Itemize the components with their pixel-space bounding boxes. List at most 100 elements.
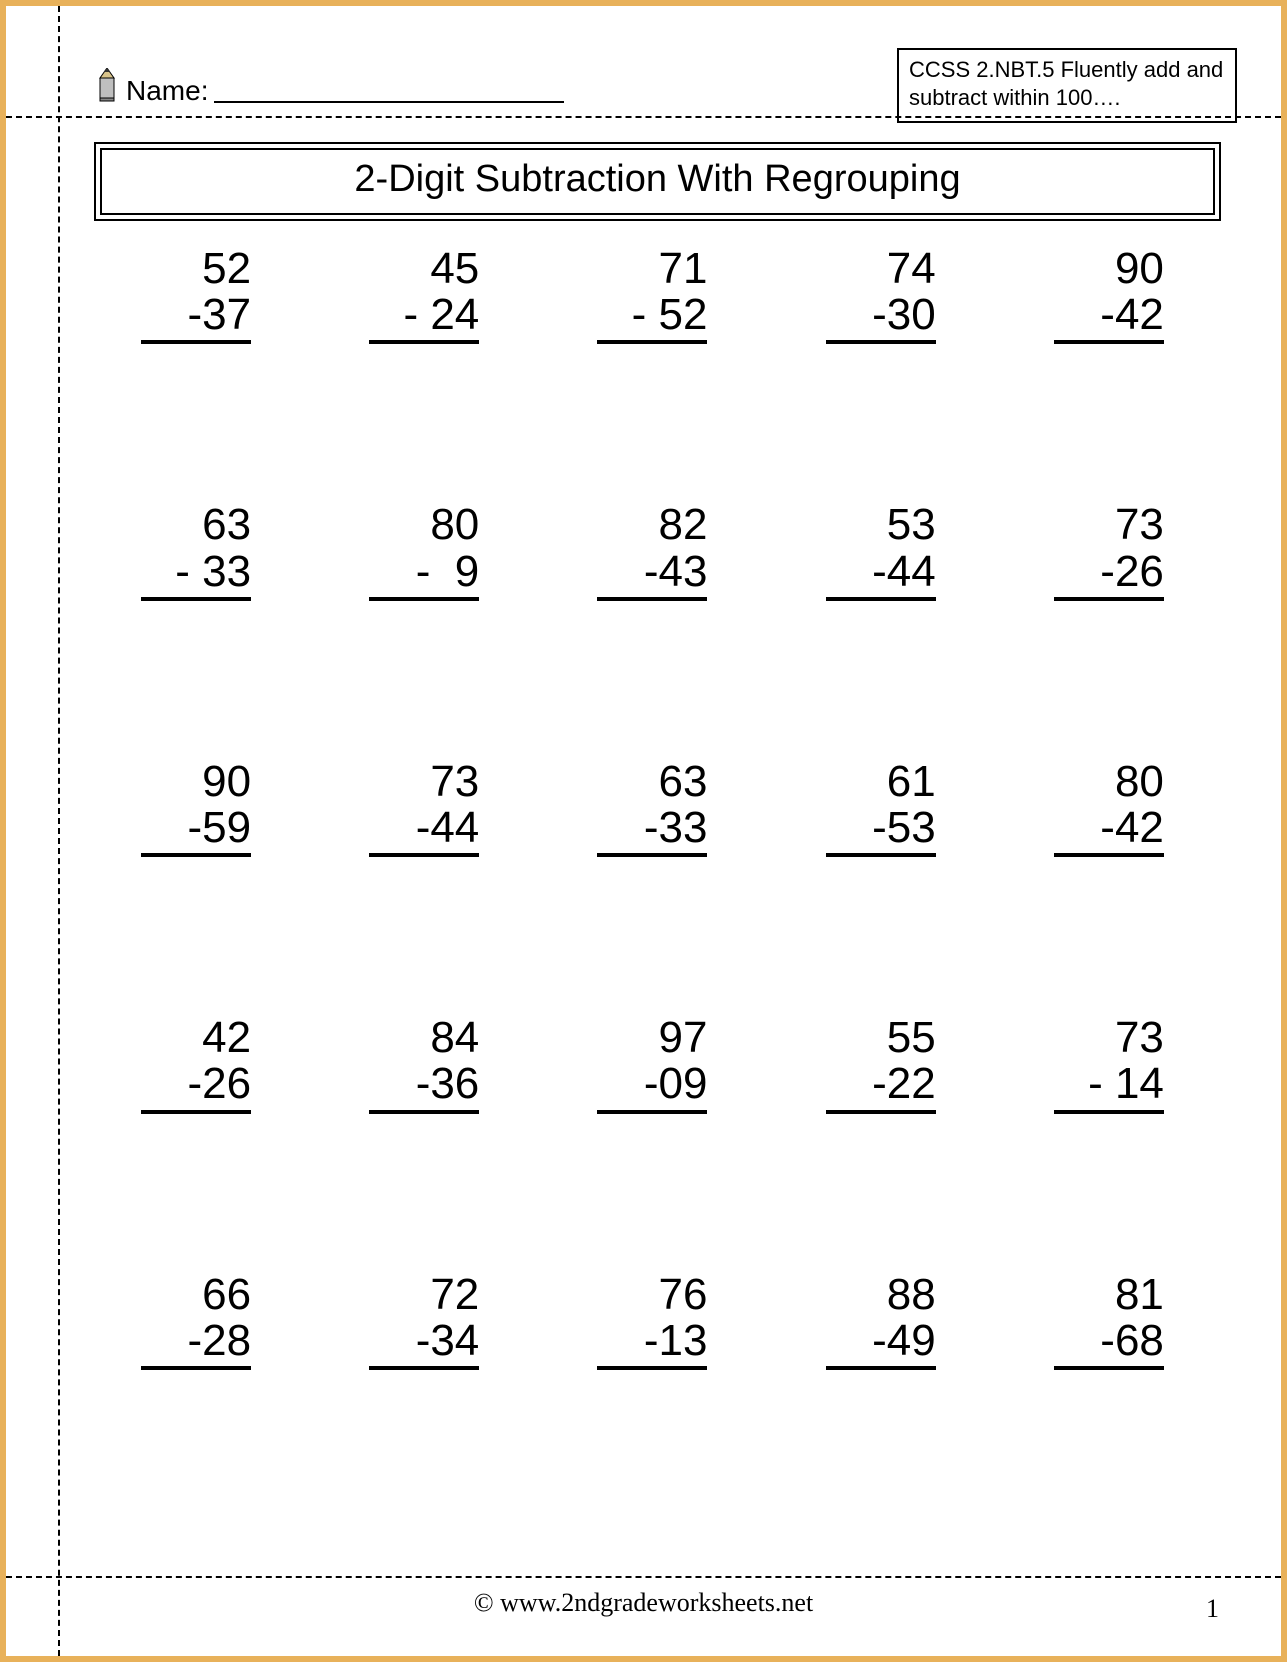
subtrahend: -22 [826, 1061, 936, 1113]
problem-stack: 63- 33 [141, 502, 251, 600]
problem: 81-68 [1009, 1270, 1209, 1516]
subtrahend: -13 [597, 1318, 707, 1370]
name-input-line[interactable] [214, 101, 564, 103]
problem: 73-44 [324, 757, 524, 1003]
subtrahend: - 24 [369, 292, 479, 344]
problem: 76-13 [552, 1270, 752, 1516]
problem: 90-42 [1009, 244, 1209, 490]
subtrahend: -44 [826, 549, 936, 601]
name-label: Name: [126, 75, 208, 107]
problem: 45- 24 [324, 244, 524, 490]
minuend: 82 [597, 502, 707, 548]
subtrahend: -42 [1054, 292, 1164, 344]
subtrahend: -43 [597, 549, 707, 601]
problem: 55-22 [781, 1013, 981, 1259]
minuend: 45 [369, 246, 479, 292]
problem: 72-34 [324, 1270, 524, 1516]
problem: 63- 33 [96, 500, 296, 746]
problem: 84-36 [324, 1013, 524, 1259]
minuend: 61 [826, 759, 936, 805]
minuend: 84 [369, 1015, 479, 1061]
footer-credit: © www.2ndgradeworksheets.net [6, 1588, 1281, 1618]
problem-stack: 71- 52 [597, 246, 707, 344]
problem: 80- 9 [324, 500, 524, 746]
subtrahend: - 9 [369, 549, 479, 601]
subtrahend: -33 [597, 805, 707, 857]
problem: 42-26 [96, 1013, 296, 1259]
problem-stack: 45- 24 [369, 246, 479, 344]
subtrahend: -36 [369, 1061, 479, 1113]
minuend: 74 [826, 246, 936, 292]
minuend: 90 [141, 759, 251, 805]
problem: 53-44 [781, 500, 981, 746]
subtrahend: -34 [369, 1318, 479, 1370]
minuend: 73 [1054, 502, 1164, 548]
subtrahend: -30 [826, 292, 936, 344]
minuend: 80 [1054, 759, 1164, 805]
worksheet-title: 2-Digit Subtraction With Regrouping [100, 148, 1215, 215]
problem-stack: 42-26 [141, 1015, 251, 1113]
problem: 66-28 [96, 1270, 296, 1516]
subtrahend: -28 [141, 1318, 251, 1370]
problem-stack: 73- 14 [1054, 1015, 1164, 1113]
minuend: 72 [369, 1272, 479, 1318]
subtrahend: -26 [1054, 549, 1164, 601]
problem-stack: 55-22 [826, 1015, 936, 1113]
problem-stack: 73-44 [369, 759, 479, 857]
subtrahend: -59 [141, 805, 251, 857]
minuend: 76 [597, 1272, 707, 1318]
problem-stack: 63-33 [597, 759, 707, 857]
minuend: 52 [141, 246, 251, 292]
standards-text: CCSS 2.NBT.5 Fluently add and subtract w… [909, 57, 1223, 110]
cut-line-vertical [58, 6, 60, 1656]
problem: 74-30 [781, 244, 981, 490]
problem-stack: 82-43 [597, 502, 707, 600]
problem-stack: 97-09 [597, 1015, 707, 1113]
problem-stack: 61-53 [826, 759, 936, 857]
problem-stack: 74-30 [826, 246, 936, 344]
problem: 82-43 [552, 500, 752, 746]
problem: 97-09 [552, 1013, 752, 1259]
problem-stack: 53-44 [826, 502, 936, 600]
pencil-icon [96, 68, 118, 109]
subtrahend: -42 [1054, 805, 1164, 857]
minuend: 97 [597, 1015, 707, 1061]
subtrahend: -49 [826, 1318, 936, 1370]
problem-stack: 90-42 [1054, 246, 1164, 344]
subtrahend: -09 [597, 1061, 707, 1113]
problem-stack: 80- 9 [369, 502, 479, 600]
minuend: 90 [1054, 246, 1164, 292]
worksheet-page: Name: CCSS 2.NBT.5 Fluently add and subt… [0, 0, 1287, 1662]
minuend: 53 [826, 502, 936, 548]
problem-stack: 52-37 [141, 246, 251, 344]
problem: 88-49 [781, 1270, 981, 1516]
subtrahend: -37 [141, 292, 251, 344]
problem: 80-42 [1009, 757, 1209, 1003]
minuend: 71 [597, 246, 707, 292]
problem-stack: 80-42 [1054, 759, 1164, 857]
minuend: 80 [369, 502, 479, 548]
subtrahend: - 33 [141, 549, 251, 601]
problem-stack: 66-28 [141, 1272, 251, 1370]
problem-stack: 73-26 [1054, 502, 1164, 600]
subtrahend: -44 [369, 805, 479, 857]
problem: 90-59 [96, 757, 296, 1003]
subtrahend: - 52 [597, 292, 707, 344]
problem-stack: 72-34 [369, 1272, 479, 1370]
problem-stack: 76-13 [597, 1272, 707, 1370]
subtrahend: -53 [826, 805, 936, 857]
minuend: 66 [141, 1272, 251, 1318]
problem: 52-37 [96, 244, 296, 490]
name-field-row: Name: [96, 66, 564, 107]
problems-grid: 52-3745- 2471- 5274-3090-4263- 3380- 982… [96, 228, 1209, 1516]
problem: 73- 14 [1009, 1013, 1209, 1259]
subtrahend: -68 [1054, 1318, 1164, 1370]
minuend: 81 [1054, 1272, 1164, 1318]
minuend: 42 [141, 1015, 251, 1061]
standards-box: CCSS 2.NBT.5 Fluently add and subtract w… [897, 48, 1237, 123]
problem-stack: 88-49 [826, 1272, 936, 1370]
minuend: 63 [141, 502, 251, 548]
subtrahend: - 14 [1054, 1061, 1164, 1113]
problem: 71- 52 [552, 244, 752, 490]
cut-line-bottom [6, 1576, 1281, 1578]
